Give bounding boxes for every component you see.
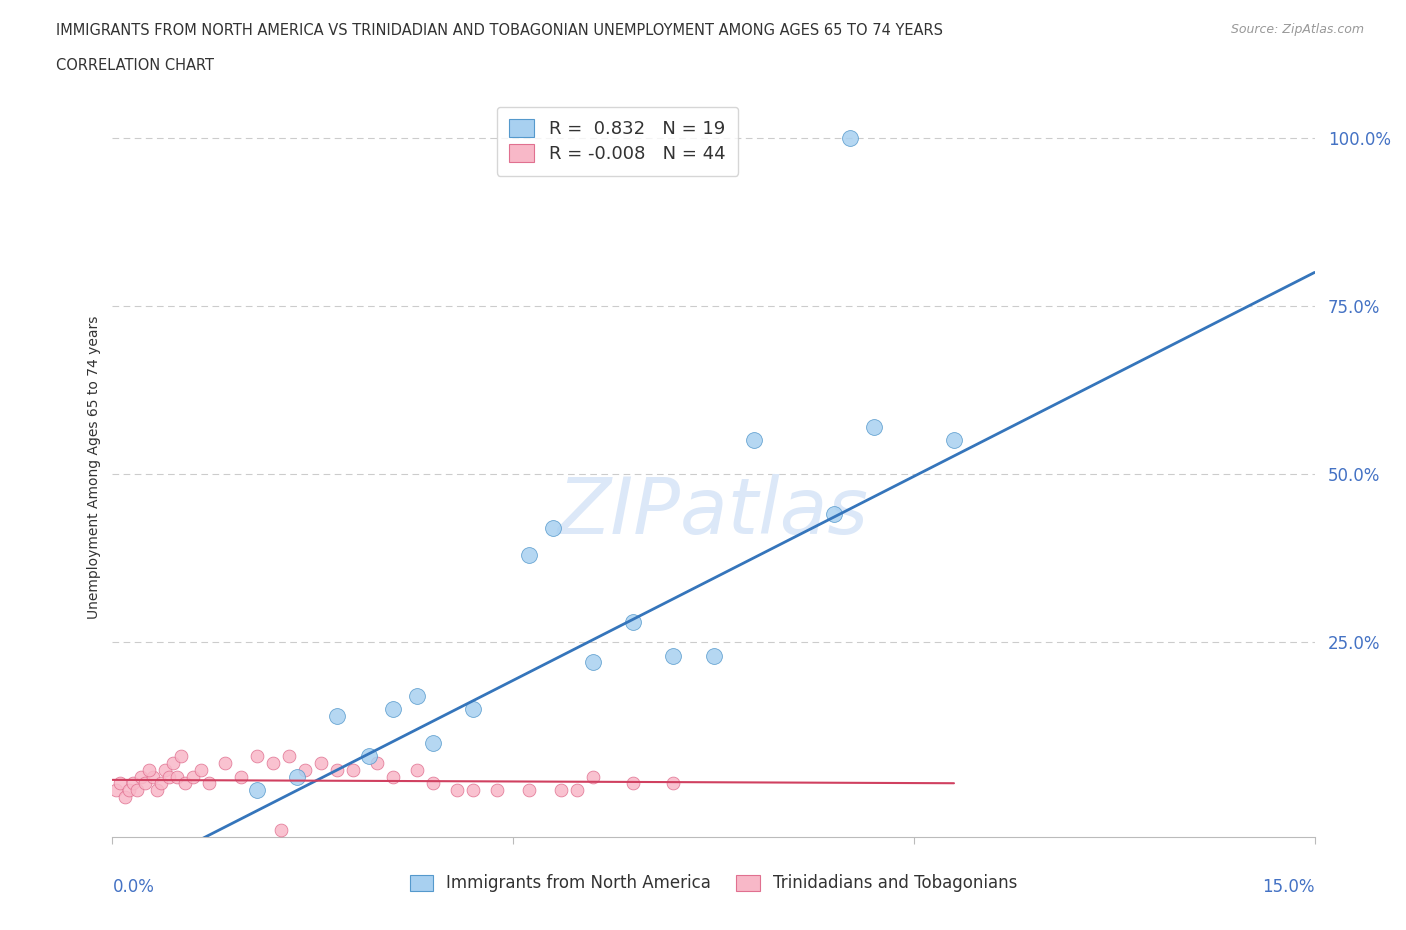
Point [166,769,188,784]
Text: CORRELATION CHART: CORRELATION CHART [56,58,214,73]
Point [942,433,965,448]
Point [246,749,269,764]
Legend: Immigrants from North America, Trinidadians and Tobagonians: Immigrants from North America, Trinidadi… [404,868,1024,899]
Point [277,749,299,764]
Point [517,547,540,562]
Point [446,782,468,797]
Point [121,776,143,790]
Point [567,782,589,797]
Point [550,782,572,797]
Point [149,776,172,790]
Point [381,769,405,784]
Point [117,782,139,797]
Text: IMMIGRANTS FROM NORTH AMERICA VS TRINIDADIAN AND TOBAGONIAN UNEMPLOYMENT AMONG A: IMMIGRANTS FROM NORTH AMERICA VS TRINIDA… [56,23,943,38]
Point [294,763,316,777]
Point [141,769,163,784]
Point [138,763,160,777]
Y-axis label: Unemployment Among Ages 65 to 74 years: Unemployment Among Ages 65 to 74 years [87,315,101,619]
Point [309,755,332,770]
Point [862,419,886,434]
Point [105,782,128,797]
Point [285,769,308,784]
Point [153,763,176,777]
Point [543,521,565,536]
Point [486,782,509,797]
Text: Source: ZipAtlas.com: Source: ZipAtlas.com [1230,23,1364,36]
Point [406,688,429,703]
Point [461,702,484,717]
Point [246,782,269,797]
Point [582,655,605,670]
Point [197,776,219,790]
Point [621,776,644,790]
Point [110,776,132,790]
Point [422,736,444,751]
Point [357,749,380,764]
Point [823,507,845,522]
Point [406,763,429,777]
Point [181,769,204,784]
Point [381,702,405,717]
Point [229,769,252,784]
Point [190,763,212,777]
Point [517,782,540,797]
Point [838,130,860,145]
Point [114,790,136,804]
Point [702,648,725,663]
Point [270,823,292,838]
Point [422,776,444,790]
Point [342,763,364,777]
Point [621,615,644,630]
Point [129,769,152,784]
Point [262,755,284,770]
Point [326,709,349,724]
Point [173,776,195,790]
Point [326,763,349,777]
Point [214,755,236,770]
Text: 0.0%: 0.0% [112,878,155,896]
Point [461,782,484,797]
Point [662,648,685,663]
Point [582,769,605,784]
Point [169,749,191,764]
Point [145,782,167,797]
Point [157,769,180,784]
Point [662,776,685,790]
Point [125,782,148,797]
Text: ZIPatlas: ZIPatlas [558,473,869,550]
Point [366,755,388,770]
Text: 15.0%: 15.0% [1263,878,1315,896]
Point [162,755,184,770]
Point [742,433,765,448]
Point [134,776,156,790]
